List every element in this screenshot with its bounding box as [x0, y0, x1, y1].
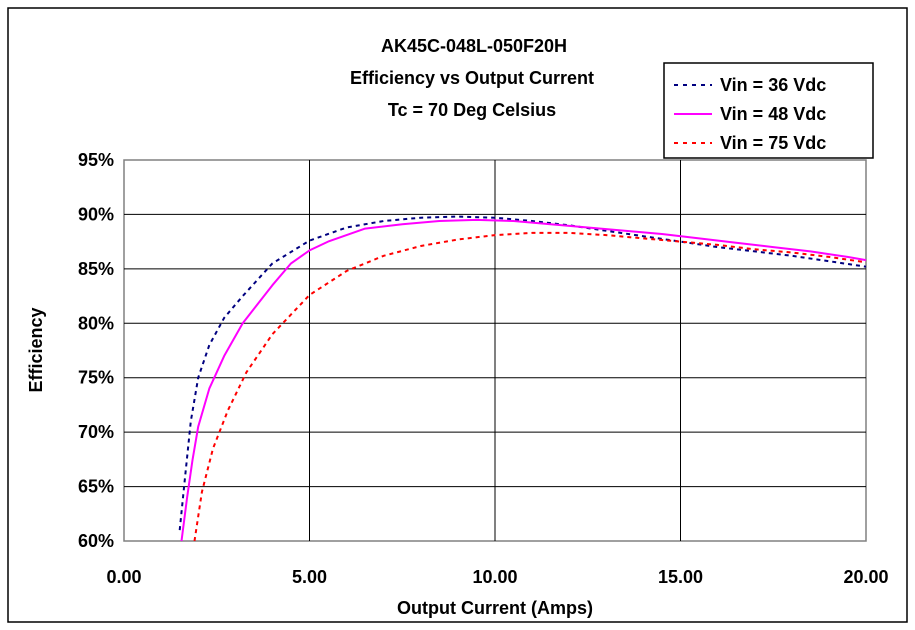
x-tick-label: 15.00: [658, 567, 703, 587]
chart-title-line-3: Tc = 70 Deg Celsius: [388, 100, 556, 120]
x-axis-title: Output Current (Amps): [397, 598, 593, 618]
series-line-3: [193, 231, 867, 542]
series-line-1: [178, 215, 867, 531]
y-tick-label: 90%: [78, 204, 114, 224]
y-tick-label: 65%: [78, 477, 114, 497]
x-tick-label: 10.00: [472, 567, 517, 587]
legend-label-2: Vin = 48 Vdc: [720, 104, 826, 124]
x-tick-labels: 0.00 5.00 10.00 15.00 20.00: [106, 567, 888, 587]
y-tick-label: 95%: [78, 150, 114, 170]
y-tick-label: 80%: [78, 313, 114, 333]
legend: Vin = 36 Vdc Vin = 48 Vdc Vin = 75 Vdc: [663, 62, 874, 159]
legend-box: [663, 62, 874, 159]
legend-label-1: Vin = 36 Vdc: [720, 75, 826, 95]
series-line-2: [180, 218, 867, 542]
x-tick-label: 0.00: [106, 567, 141, 587]
x-tick-label: 5.00: [292, 567, 327, 587]
y-axis-title: Efficiency: [26, 307, 46, 392]
legend-entries: Vin = 36 Vdc Vin = 48 Vdc Vin = 75 Vdc: [674, 75, 826, 153]
grid-lines: [124, 160, 866, 541]
y-tick-label: 60%: [78, 531, 114, 551]
y-tick-labels: 60% 65% 70% 75% 80% 85% 90% 95%: [78, 150, 114, 551]
series-lines: [178, 215, 867, 542]
x-tick-label: 20.00: [843, 567, 888, 587]
chart-title-line-1: AK45C-048L-050F20H: [381, 36, 567, 56]
y-tick-label: 75%: [78, 368, 114, 388]
legend-label-3: Vin = 75 Vdc: [720, 133, 826, 153]
y-tick-label: 85%: [78, 259, 114, 279]
y-tick-label: 70%: [78, 422, 114, 442]
chart-title-line-2: Efficiency vs Output Current: [350, 68, 594, 88]
